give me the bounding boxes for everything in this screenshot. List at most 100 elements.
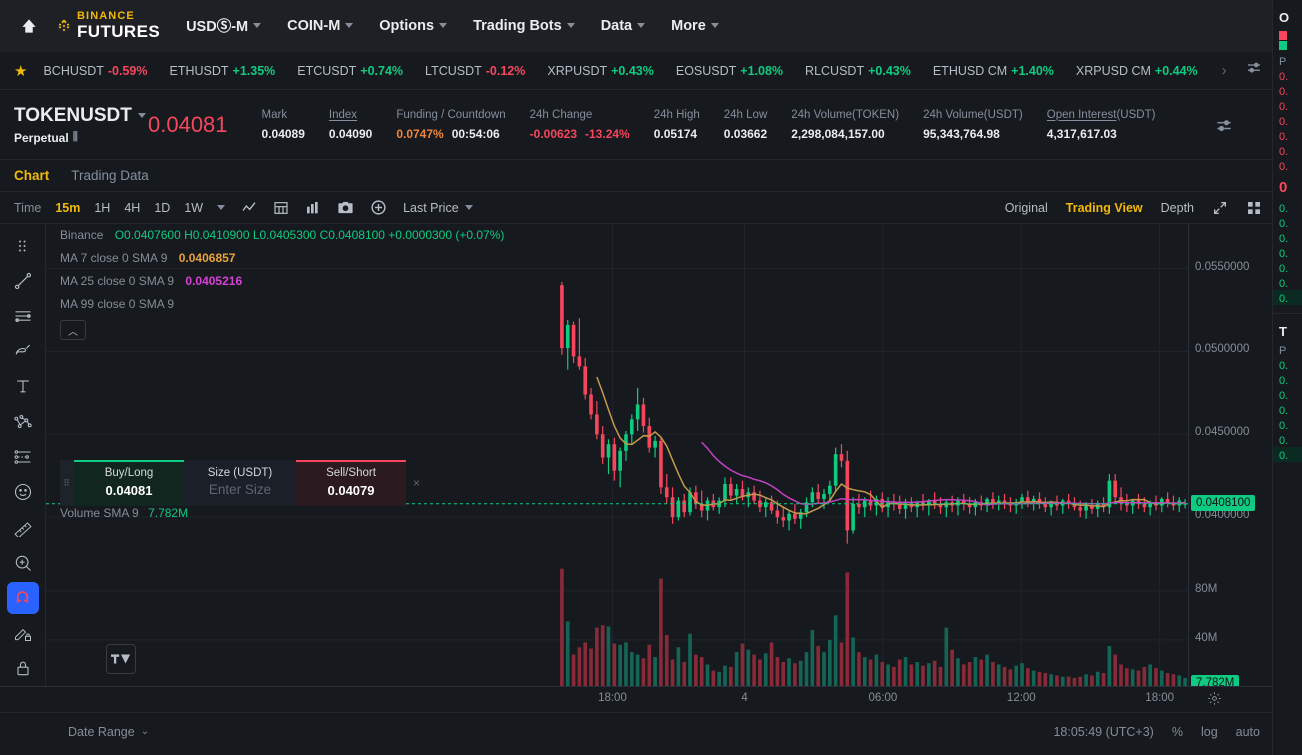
ticker-item-xrpusdt[interactable]: XRPUSDT +0.43% <box>547 64 653 78</box>
star-icon[interactable]: ★ <box>14 62 28 80</box>
order-book-bid-row[interactable]: 0. <box>1279 278 1289 290</box>
tab-chart[interactable]: Chart <box>14 168 50 183</box>
order-book-ask-row[interactable]: 0. <box>1279 161 1289 173</box>
time-axis[interactable]: 18:00 4 06:00 12:00 18:00 <box>0 686 1272 712</box>
trade-row[interactable]: 0. <box>1279 390 1289 402</box>
candlestick-chart-svg[interactable] <box>46 224 1188 686</box>
ticker-item-eosusdt[interactable]: EOSUSDT +1.08% <box>676 64 783 78</box>
symbol-selector[interactable]: TOKENUSDT Perpetual ⫼ <box>14 105 146 145</box>
order-book-ask-row[interactable]: 0. <box>1279 71 1289 83</box>
price-axis[interactable]: 0.0550000 0.0500000 0.0450000 0.0400000 0.04… <box>1188 224 1272 691</box>
header-settings-icon[interactable] <box>1214 116 1234 141</box>
emoji-icon[interactable] <box>3 475 43 510</box>
forecast-icon[interactable] <box>3 439 43 474</box>
expand-icon[interactable] <box>1212 200 1228 216</box>
date-range-selector[interactable]: Date Range ⌄ <box>68 725 149 739</box>
grid-layout-icon[interactable] <box>1246 200 1262 216</box>
open-interest-link[interactable]: Open Interest <box>1046 108 1117 121</box>
close-icon[interactable]: × <box>413 476 421 490</box>
asks-view-icon[interactable] <box>1279 31 1287 40</box>
nav-item-coinm[interactable]: COIN-M <box>287 18 354 34</box>
ma7-legend[interactable]: MA 7 close 0 SMA 9 0.0406857 <box>60 251 504 265</box>
view-original[interactable]: Original <box>1004 200 1048 215</box>
view-depth[interactable]: Depth <box>1160 200 1194 215</box>
chevron-down-icon[interactable] <box>217 205 226 210</box>
nav-item-data[interactable]: Data <box>601 18 646 34</box>
gear-icon[interactable] <box>1207 691 1222 711</box>
trade-row[interactable]: 0. <box>1279 420 1289 432</box>
indicators-grid-icon[interactable] <box>273 200 289 216</box>
order-book-bid-row[interactable]: 0. <box>1279 248 1289 260</box>
order-book-bid-row[interactable]: 0. <box>1279 203 1289 215</box>
nav-item-options[interactable]: Options <box>379 18 448 34</box>
size-input[interactable]: Enter Size <box>208 482 272 497</box>
tab-trading-data[interactable]: Trading Data <box>71 168 149 183</box>
nav-item-trading-bots[interactable]: Trading Bots <box>473 18 575 34</box>
text-icon[interactable] <box>3 369 43 404</box>
ma99-legend[interactable]: MA 99 close 0 SMA 9 <box>60 297 504 311</box>
camera-icon[interactable] <box>337 199 354 216</box>
buy-long-button[interactable]: Buy/Long 0.04081 <box>74 460 184 506</box>
trend-line-icon[interactable] <box>3 263 43 298</box>
log-scale-button[interactable]: log <box>1200 724 1218 739</box>
magnet-icon[interactable] <box>6 582 39 614</box>
stat-index-price[interactable]: Index 0.04090 <box>329 109 372 141</box>
ticker-item-xrpusd-cm[interactable]: XRPUSD CM +0.44% <box>1076 64 1198 78</box>
stat-open-interest[interactable]: Open Interest(USDT) 4,317,617.03 <box>1047 109 1156 141</box>
symbol-name-row[interactable]: TOKENUSDT <box>14 105 146 127</box>
chart-plot[interactable]: Binance O0.0407600 H0.0410900 L0.0405300… <box>46 224 1188 686</box>
bids-view-icon[interactable] <box>1279 41 1287 50</box>
ticker-item-etcusdt[interactable]: ETCUSDT +0.74% <box>297 64 403 78</box>
nav-item-usdm[interactable]: USDⓈ-M <box>186 15 262 36</box>
order-book-ask-row[interactable]: 0. <box>1279 86 1289 98</box>
order-book-view-icons-2[interactable] <box>1273 40 1302 50</box>
ticker-item-ethusdt[interactable]: ETHUSDT +1.35% <box>169 64 275 78</box>
order-book-ask-row[interactable]: 0. <box>1279 131 1289 143</box>
interval-4h[interactable]: 4H <box>124 200 141 215</box>
interval-1w[interactable]: 1W <box>184 200 204 215</box>
interval-1d[interactable]: 1D <box>154 200 171 215</box>
pencil-lock-icon[interactable] <box>3 616 43 651</box>
ticker-item-ethusd-cm[interactable]: ETHUSD CM +1.40% <box>933 64 1054 78</box>
chevron-up-icon[interactable]: ︿ <box>60 320 86 340</box>
zoom-in-icon[interactable] <box>3 545 43 580</box>
order-book-bid-row[interactable]: 0. <box>1279 233 1289 245</box>
trade-row[interactable]: 0. <box>1279 375 1289 387</box>
brand-logo[interactable]: BINANCE FUTURES <box>56 11 160 40</box>
ticker-item-ltcusdt[interactable]: LTCUSDT -0.12% <box>425 64 525 78</box>
ma25-legend[interactable]: MA 25 close 0 SMA 9 0.0405216 <box>60 274 504 288</box>
home-icon[interactable] <box>14 11 44 41</box>
auto-scale-button[interactable]: auto <box>1235 724 1260 739</box>
lock-icon[interactable] <box>3 651 43 686</box>
ticker-item-rlcusdt[interactable]: RLCUSDT +0.43% <box>805 64 911 78</box>
horizontal-lines-icon[interactable] <box>3 298 43 333</box>
trade-row[interactable]: 0. <box>1279 435 1289 447</box>
ruler-icon[interactable] <box>3 510 43 545</box>
order-book-bid-row[interactable]: 0. <box>1279 218 1289 230</box>
trade-row[interactable]: 0. <box>1273 447 1302 462</box>
drag-dots-icon[interactable]: ⠿ <box>60 460 74 506</box>
size-input-wrapper[interactable]: Size (USDT) Enter Size <box>184 460 296 506</box>
nav-item-more[interactable]: More <box>671 18 719 34</box>
ticker-item-bchusdt[interactable]: BCHUSDT -0.59% <box>43 64 147 78</box>
line-chart-icon[interactable] <box>241 200 257 216</box>
tradingview-logo-icon[interactable] <box>106 644 136 674</box>
percent-scale-button[interactable]: % <box>1171 724 1183 739</box>
order-book-ask-row[interactable]: 0. <box>1279 146 1289 158</box>
brush-icon[interactable] <box>3 334 43 369</box>
interval-15m[interactable]: 15m <box>55 200 81 215</box>
sell-short-button[interactable]: Sell/Short 0.04079 <box>296 460 406 506</box>
view-trading-view[interactable]: Trading View <box>1065 200 1143 215</box>
interval-1h[interactable]: 1H <box>94 200 111 215</box>
order-book-ask-row[interactable]: 0. <box>1279 101 1289 113</box>
cursor-crosshair-icon[interactable] <box>3 228 43 263</box>
compare-bars-icon[interactable] <box>305 200 321 216</box>
pattern-icon[interactable] <box>3 404 43 439</box>
trade-row[interactable]: 0. <box>1279 405 1289 417</box>
ticker-next-arrow-icon[interactable]: › <box>1221 62 1227 79</box>
ticker-settings-icon[interactable] <box>1245 59 1263 82</box>
order-book-view-icons[interactable] <box>1273 25 1302 40</box>
order-book-ask-row[interactable]: 0. <box>1279 116 1289 128</box>
plus-circle-icon[interactable] <box>370 199 387 216</box>
price-mode-selector[interactable]: Last Price <box>403 201 473 215</box>
